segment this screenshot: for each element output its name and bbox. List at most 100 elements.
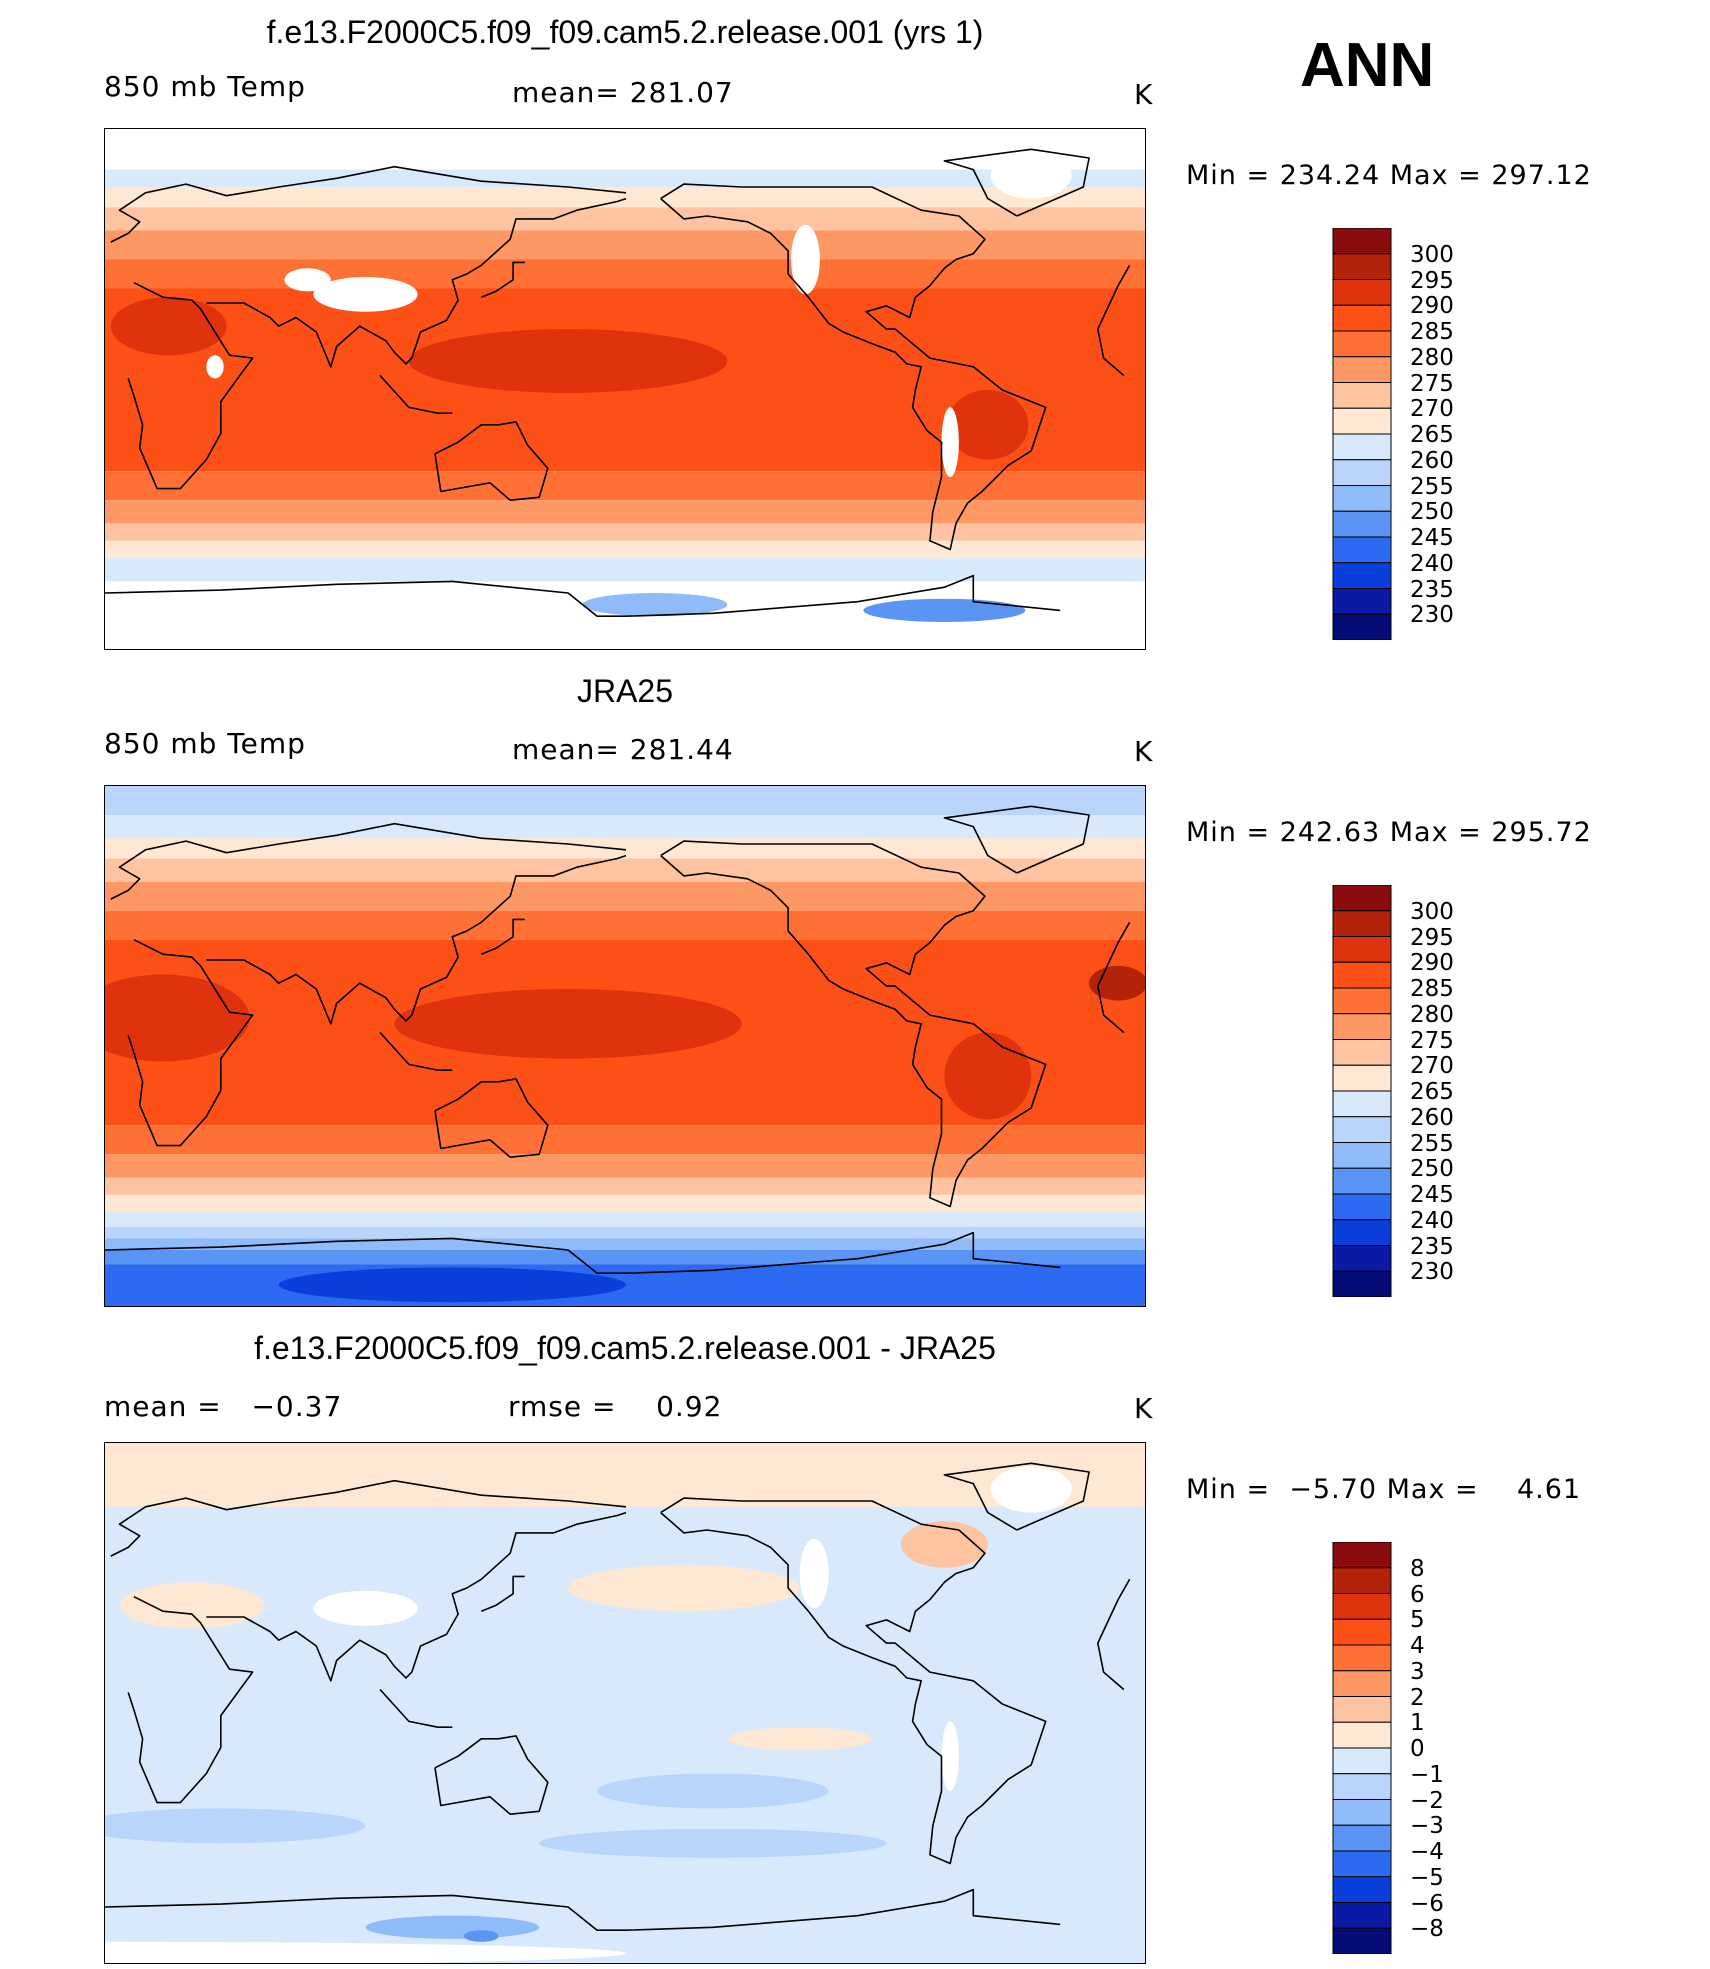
min-max-label: Min = 242.63 Max = 295.72 xyxy=(1186,817,1592,848)
colorbar-swatch xyxy=(1332,1773,1392,1800)
colorbar-swatch xyxy=(1332,536,1392,564)
colorbar-swatch xyxy=(1332,1142,1392,1169)
contour-band xyxy=(105,187,1145,208)
coastline xyxy=(110,822,1131,943)
contour-region xyxy=(1089,965,1145,1001)
colorbar-tick: 230 xyxy=(1410,1259,1454,1285)
coastline xyxy=(434,1078,549,1158)
coastline xyxy=(206,197,627,368)
coastline xyxy=(105,1888,1061,1931)
colorbar xyxy=(1332,1542,1392,1954)
colorbar-swatch xyxy=(1332,885,1392,912)
colorbar-swatch xyxy=(1332,1721,1392,1749)
coastline xyxy=(660,840,1047,1208)
contour-region xyxy=(105,974,250,1062)
coastline xyxy=(481,261,525,298)
contour-map xyxy=(104,1442,1146,1964)
colorbar-tick: 250 xyxy=(1410,1156,1454,1182)
colorbar-tick: 245 xyxy=(1410,525,1454,551)
colorbar-swatch xyxy=(1332,1593,1392,1620)
contour-region xyxy=(863,598,1026,622)
colorbar-swatch xyxy=(1332,433,1392,461)
colorbar xyxy=(1332,228,1392,640)
colorbar-swatch xyxy=(1332,1270,1392,1297)
colorbar-swatch xyxy=(1332,1927,1392,1954)
contour-band xyxy=(105,500,1145,524)
colorbar-canvas xyxy=(1332,1542,1392,1954)
colorbar-swatch xyxy=(1332,1902,1392,1929)
contour-region xyxy=(568,1564,800,1612)
contour-map xyxy=(104,785,1146,1307)
variable-label: 850 mb Temp xyxy=(104,727,306,760)
contour-map xyxy=(104,128,1146,650)
contour-region xyxy=(110,297,227,356)
coastline xyxy=(481,918,525,955)
colorbar-tick: 6 xyxy=(1410,1582,1425,1608)
map-canvas xyxy=(105,1443,1145,1963)
contour-band xyxy=(105,207,1145,231)
contour-band xyxy=(105,558,1145,582)
contour-band xyxy=(105,1443,1145,1507)
contour-band xyxy=(105,1238,1145,1250)
coastline xyxy=(434,421,549,501)
colorbar-swatch xyxy=(1332,1876,1392,1903)
coastline xyxy=(105,1231,1061,1274)
coastline xyxy=(105,574,1061,617)
contour-band xyxy=(105,1154,1145,1178)
colorbar-swatch xyxy=(1332,485,1392,512)
missing-data-region xyxy=(284,268,331,292)
missing-data-region xyxy=(799,1538,829,1609)
contour-band xyxy=(105,881,1145,911)
contour-region xyxy=(828,1276,1003,1294)
coastline xyxy=(379,374,453,414)
colorbar-swatch xyxy=(1332,330,1392,358)
contour-band xyxy=(105,1125,1145,1155)
colorbar-tick: 260 xyxy=(1410,1105,1454,1131)
colorbar-swatch xyxy=(1332,1567,1392,1594)
missing-data-region xyxy=(313,1590,418,1626)
missing-data-region xyxy=(941,1721,959,1791)
contour-region xyxy=(582,593,728,617)
colorbar-tick: 275 xyxy=(1410,371,1454,397)
missing-data-region xyxy=(206,355,224,379)
contour-band xyxy=(105,540,1145,559)
map-canvas xyxy=(105,786,1145,1306)
colorbar-tick: 1 xyxy=(1410,1710,1425,1736)
contour-band xyxy=(105,1293,1145,1306)
colorbar-tick: 290 xyxy=(1410,950,1454,976)
panel-title: f.e13.F2000C5.f09_f09.cam5.2.release.001… xyxy=(266,14,984,50)
colorbar-swatch xyxy=(1332,961,1392,989)
colorbar-swatch xyxy=(1332,1013,1392,1040)
missing-data-region xyxy=(990,152,1072,199)
colorbar-swatch xyxy=(1332,459,1392,486)
contour-region xyxy=(463,1930,499,1942)
colorbar-swatch xyxy=(1332,936,1392,963)
coastline xyxy=(206,854,627,1025)
colorbar-swatch xyxy=(1332,1116,1392,1143)
colorbar-swatch xyxy=(1332,253,1392,280)
missing-data-region xyxy=(990,1466,1072,1513)
units-label: K xyxy=(1134,735,1154,768)
colorbar-tick: 240 xyxy=(1410,551,1454,577)
colorbar-tick: −5 xyxy=(1410,1865,1444,1891)
colorbar-swatch xyxy=(1332,1039,1392,1066)
colorbar-swatch xyxy=(1332,1850,1392,1878)
contour-region xyxy=(727,1727,873,1751)
colorbar-swatch xyxy=(1332,1090,1392,1118)
colorbar-tick: 285 xyxy=(1410,976,1454,1002)
colorbar-swatch xyxy=(1332,407,1392,435)
colorbar-tick: 250 xyxy=(1410,499,1454,525)
colorbar-tick: 295 xyxy=(1410,925,1454,951)
colorbar-tick: 3 xyxy=(1410,1659,1425,1685)
min-max-label: Min = −5.70 Max = 4.61 xyxy=(1186,1474,1582,1505)
colorbar-tick: 275 xyxy=(1410,1028,1454,1054)
contour-band xyxy=(105,1212,1145,1227)
coastline xyxy=(434,1735,549,1815)
colorbar-swatch xyxy=(1332,1696,1392,1723)
colorbar-tick: 295 xyxy=(1410,268,1454,294)
colorbar-swatch xyxy=(1332,613,1392,640)
contour-band xyxy=(105,1250,1145,1265)
contour-region xyxy=(947,390,1029,460)
contour-region xyxy=(944,1032,1032,1120)
colorbar-tick: 0 xyxy=(1410,1736,1425,1762)
